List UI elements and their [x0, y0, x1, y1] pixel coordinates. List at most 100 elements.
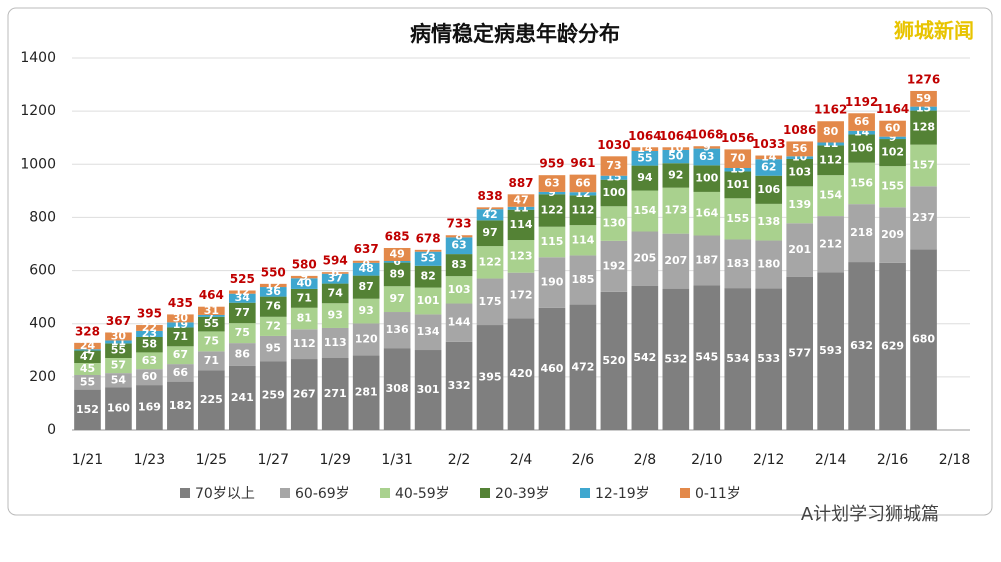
total-label: 1162 [814, 103, 847, 117]
bar-segment [631, 190, 659, 232]
bar-segment [290, 278, 318, 289]
total-label: 367 [106, 314, 131, 328]
segment-label: 94 [637, 171, 653, 184]
segment-label: 7 [424, 244, 432, 257]
segment-label: 55 [204, 317, 219, 330]
total-label: 838 [478, 189, 503, 203]
segment-label: 164 [695, 207, 718, 220]
bar-segment [259, 296, 287, 317]
bar-segment [198, 306, 225, 315]
bar-segment [755, 240, 783, 289]
bar-segment [352, 275, 380, 299]
bar-segment [910, 90, 937, 107]
legend-label: 12-19岁 [595, 486, 650, 502]
bar-segment [259, 287, 287, 297]
segment-label: 14 [637, 142, 653, 155]
segment-label: 93 [328, 309, 343, 322]
segment-label: 55 [111, 344, 126, 357]
bar-segment [507, 318, 535, 430]
bar-segment [74, 389, 101, 430]
bar-segment [198, 314, 225, 317]
segment-label: 100 [695, 172, 718, 185]
bar-segment [414, 350, 442, 430]
bar-segment [786, 276, 814, 430]
bar-segment [600, 291, 628, 430]
total-label: 733 [447, 217, 472, 231]
bar-segment [693, 148, 721, 166]
bar-segment [817, 272, 844, 430]
bar-segment [167, 381, 194, 430]
segment-label: 30 [173, 311, 189, 324]
bar-segment [74, 363, 101, 375]
segment-label: 123 [510, 249, 533, 262]
segment-label: 100 [602, 186, 625, 199]
segment-label: 12 [235, 285, 250, 298]
total-label: 637 [354, 242, 379, 256]
bar-segment [538, 257, 566, 308]
bar-segment [445, 254, 473, 277]
bar-segment [693, 235, 721, 286]
segment-label: 77 [235, 306, 250, 319]
bar-segment [786, 186, 814, 224]
bar-segment [693, 191, 721, 236]
bar-segment [538, 194, 566, 227]
segment-label: 160 [107, 402, 130, 415]
bar-segment [848, 204, 875, 263]
bar-segment [445, 237, 473, 255]
bar-segment [755, 175, 783, 204]
segment-label: 136 [386, 323, 409, 336]
segment-label: 271 [324, 387, 347, 400]
segment-label: 62 [761, 160, 776, 173]
segment-label: 93 [359, 304, 374, 317]
y-tick-label: 200 [29, 369, 56, 385]
bar-segment [693, 146, 721, 149]
bar-segment [631, 151, 659, 166]
bar-segment [383, 247, 411, 262]
segment-label: 152 [76, 403, 99, 416]
segment-label: 63 [544, 177, 559, 190]
segment-label: 73 [606, 159, 621, 172]
y-tick-label: 0 [47, 422, 56, 438]
bar-segment [569, 304, 597, 430]
bar-segment [662, 233, 690, 289]
segment-label: 31 [204, 304, 219, 317]
bar-segment [136, 337, 163, 353]
bar-segment [538, 175, 566, 192]
bar-segment [290, 275, 318, 279]
bar-segment [228, 365, 256, 430]
segment-label: 42 [482, 208, 497, 221]
segment-label: 6 [393, 255, 401, 268]
bar-segment [105, 332, 132, 341]
bar-segment [879, 136, 906, 140]
bar-segment [631, 231, 659, 286]
total-label: 464 [199, 288, 224, 302]
bar-segment [569, 192, 597, 196]
bar-segment [136, 385, 163, 430]
legend-swatch [180, 488, 190, 498]
segment-label: 83 [451, 258, 466, 271]
bar-segment [755, 155, 783, 160]
bar-segment [724, 198, 752, 240]
bar-segment [755, 159, 783, 176]
segment-label: 237 [912, 211, 935, 224]
segment-label: 218 [850, 226, 873, 239]
segment-label: 155 [881, 180, 904, 193]
bar-segment [383, 348, 411, 430]
bar-segment [414, 314, 442, 351]
segment-label: 66 [173, 366, 189, 379]
bar-segment [352, 298, 380, 324]
total-label: 395 [137, 307, 162, 321]
total-label: 1086 [783, 123, 816, 137]
segment-label: 183 [726, 257, 749, 270]
segment-label: 8 [455, 229, 463, 242]
total-label: 1056 [721, 131, 754, 145]
segment-label: 71 [204, 354, 219, 367]
segment-label: 115 [540, 235, 563, 248]
bar-segment [105, 373, 132, 388]
segment-label: 97 [482, 226, 497, 239]
x-tick-label: 2/4 [510, 452, 533, 468]
segment-label: 57 [111, 359, 126, 372]
bar-segment [321, 272, 349, 274]
bar-segment [631, 165, 659, 191]
bar-segment [817, 142, 844, 146]
